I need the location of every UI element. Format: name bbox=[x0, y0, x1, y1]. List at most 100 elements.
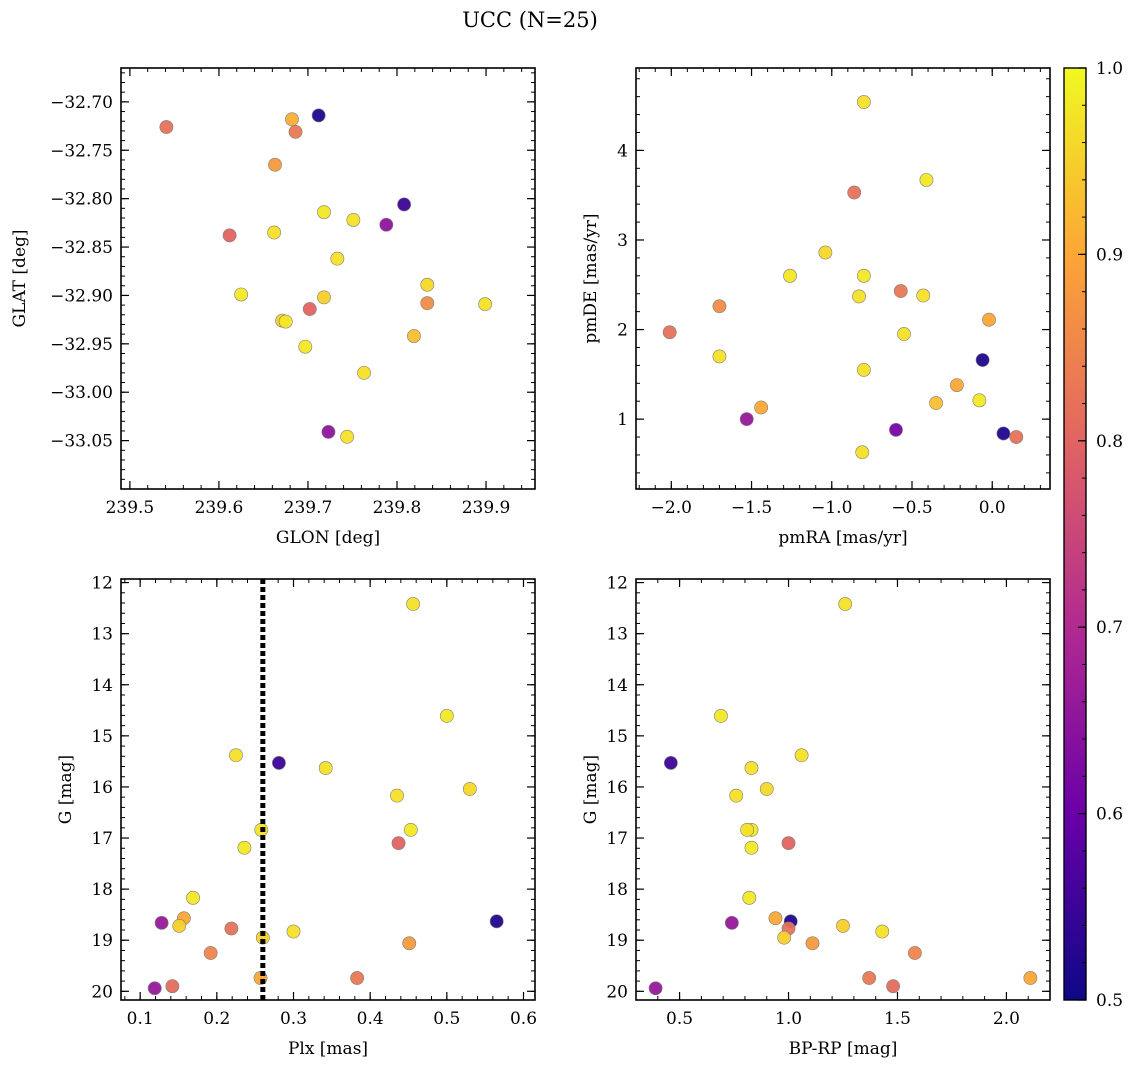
data-point bbox=[777, 930, 792, 945]
y-tick-label: −32.75 bbox=[50, 141, 113, 161]
axes-frame bbox=[635, 578, 1051, 1001]
x-tick-label: 1.5 bbox=[884, 1009, 911, 1029]
data-point bbox=[856, 362, 871, 377]
data-point bbox=[897, 327, 911, 341]
y-tick-label: 17 bbox=[91, 829, 113, 849]
data-point bbox=[407, 329, 421, 343]
data-point bbox=[390, 788, 404, 803]
data-point bbox=[186, 890, 200, 905]
data-point bbox=[379, 217, 394, 232]
y-axis-label: G [mag] bbox=[56, 755, 76, 824]
y-tick-label: 14 bbox=[91, 676, 113, 696]
x-tick-label: −1.0 bbox=[811, 498, 852, 518]
data-point bbox=[286, 924, 301, 939]
panel-glon-glat: 239.5 239.6 239.7 239.8 239.9 −32.70 −32.75 −32… bbox=[10, 67, 536, 548]
y-tick-label: −32.85 bbox=[50, 238, 113, 258]
x-tick-label: 0.5 bbox=[433, 1009, 460, 1029]
data-point bbox=[648, 981, 663, 996]
data-point bbox=[397, 197, 412, 212]
y-tick-label: 20 bbox=[91, 982, 113, 1002]
data-point bbox=[165, 979, 180, 994]
data-point bbox=[744, 761, 759, 775]
data-point bbox=[402, 936, 417, 951]
data-point bbox=[886, 979, 901, 994]
colorbar-tick-label: 0.8 bbox=[1096, 432, 1123, 452]
y-tick-label: 13 bbox=[91, 625, 113, 645]
data-point bbox=[754, 400, 769, 415]
x-tick-label: 239.5 bbox=[106, 498, 155, 518]
y-tick-label: 15 bbox=[91, 727, 113, 747]
data-point bbox=[856, 95, 871, 109]
x-axis-label: GLON [deg] bbox=[276, 528, 380, 548]
data-point bbox=[739, 412, 754, 427]
y-tick-label: 15 bbox=[606, 727, 628, 747]
y-tick-label: −32.95 bbox=[50, 335, 113, 355]
data-point bbox=[420, 277, 435, 292]
colorbar-gradient bbox=[1063, 67, 1087, 1001]
y-axis-label: G [mag] bbox=[581, 755, 601, 824]
data-point bbox=[996, 426, 1011, 441]
data-point bbox=[889, 422, 903, 437]
data-point bbox=[724, 915, 739, 930]
data-point bbox=[237, 840, 252, 855]
y-tick-label: 16 bbox=[606, 778, 628, 798]
data-point bbox=[288, 124, 303, 139]
y-axis-label: GLAT [deg] bbox=[10, 229, 30, 327]
data-point bbox=[234, 287, 249, 302]
data-point bbox=[154, 915, 169, 930]
x-tick-label: 1.0 bbox=[775, 1009, 802, 1029]
data-point bbox=[794, 748, 809, 763]
x-tick-label: 0.6 bbox=[510, 1009, 537, 1029]
data-point bbox=[875, 924, 890, 939]
data-point bbox=[929, 396, 943, 410]
x-tick-label: 239.7 bbox=[284, 498, 333, 518]
x-axis-label: pmRA [mas/yr] bbox=[778, 528, 907, 548]
data-point bbox=[268, 157, 282, 172]
x-tick-label: 0.1 bbox=[127, 1009, 154, 1029]
x-axis-label: Plx [mas] bbox=[288, 1039, 368, 1059]
data-point bbox=[147, 981, 162, 996]
data-point bbox=[350, 971, 365, 985]
data-point bbox=[975, 353, 990, 367]
y-tick-label: 4 bbox=[617, 141, 628, 161]
data-point bbox=[321, 424, 336, 439]
data-point bbox=[836, 919, 850, 933]
data-point bbox=[285, 112, 299, 127]
x-tick-label: 0.2 bbox=[203, 1009, 230, 1029]
data-point bbox=[478, 297, 493, 312]
colorbar-tick-label: 0.5 bbox=[1096, 991, 1123, 1011]
data-point bbox=[982, 312, 996, 327]
data-point bbox=[972, 393, 987, 408]
data-point bbox=[391, 836, 406, 851]
y-tick-label: 13 bbox=[606, 625, 628, 645]
y-tick-label: 12 bbox=[91, 574, 113, 594]
data-point bbox=[272, 756, 286, 770]
x-tick-label: 0.4 bbox=[357, 1009, 384, 1029]
x-tick-label: −0.5 bbox=[891, 498, 932, 518]
colorbar-tick-label: 1.0 bbox=[1096, 59, 1123, 79]
data-point bbox=[729, 788, 744, 803]
data-point bbox=[919, 173, 934, 187]
x-tick-label: −2.0 bbox=[651, 498, 692, 518]
y-tick-label: −32.90 bbox=[50, 286, 113, 306]
data-point bbox=[862, 971, 877, 985]
data-point bbox=[852, 289, 866, 304]
y-tick-label: −32.80 bbox=[50, 190, 113, 210]
colorbar-tick-label: 0.6 bbox=[1096, 805, 1123, 825]
data-point bbox=[838, 597, 853, 611]
y-tick-label: 19 bbox=[91, 931, 113, 951]
axes-frame bbox=[635, 67, 1051, 490]
data-point bbox=[439, 709, 454, 723]
panel-plx-g: 0.1 0.2 0.3 0.4 0.5 0.6 12 13 14 15 16 17 18 19 20 Plx … bbox=[56, 574, 537, 1059]
data-point bbox=[1009, 430, 1024, 444]
colorbar: 0.5 0.6 0.7 0.8 0.9 1.0 bbox=[1063, 59, 1123, 1011]
y-tick-label: 17 bbox=[606, 829, 628, 849]
x-tick-label: 239.9 bbox=[462, 498, 511, 518]
data-point bbox=[330, 251, 345, 266]
data-point bbox=[462, 782, 477, 796]
data-point bbox=[916, 288, 931, 303]
data-point bbox=[420, 296, 435, 311]
data-point bbox=[712, 349, 727, 364]
data-point bbox=[950, 378, 964, 392]
